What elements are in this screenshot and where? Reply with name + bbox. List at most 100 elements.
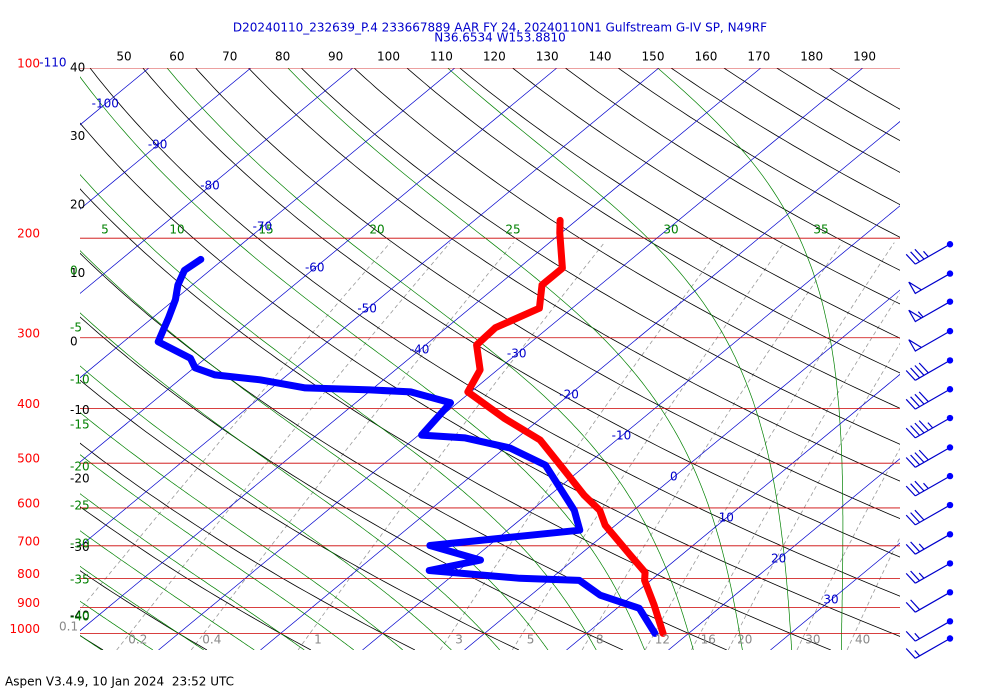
wind-barb [905,533,951,555]
wind-dot [946,635,954,642]
isotherm [566,373,900,650]
dry-adiabat-label: 60 [169,50,184,64]
moist-adiabat [80,76,645,650]
moist-adiabat [80,174,597,650]
pressure-label: 300 [17,326,40,340]
isotherm [464,289,900,650]
dry-adiabat-label: 170 [747,50,770,64]
dry-adiabat [80,316,624,650]
moist-adiabat-label: -20 [70,460,90,474]
dry-adiabat-label: 120 [483,50,506,64]
wind-dot [946,531,954,538]
isotherm [158,68,863,650]
moist-adiabat-label: 20 [369,223,384,237]
dry-adiabat [301,68,900,445]
moist-adiabat [80,530,255,650]
mixing-ratio-label: 5 [527,633,535,647]
moist-adiabat [166,68,694,650]
moist-adiabat [447,68,793,650]
wind-dot [946,472,954,480]
dry-adiabat [829,68,900,110]
dry-adiabat [723,68,900,173]
dry-adiabat [80,188,831,650]
wind-barb [905,562,951,584]
isotherm-label: -20 [559,388,579,402]
dry-adiabat [80,506,312,650]
moist-adiabat [80,600,154,650]
isotherm [0,68,47,650]
wind-dot [946,270,954,277]
wind-barb [908,330,951,352]
wind-barb [905,243,951,265]
wind-barb [905,475,951,497]
pressure-label: 500 [17,452,40,466]
isotherm-label: -90 [148,138,168,152]
mixing-ratio-line [439,242,725,650]
moist-adiabat [80,454,355,650]
wind-dot [946,560,954,567]
wind-dot [946,444,954,451]
dry-adiabat-label: 40 [70,61,85,75]
mixing-ratio-label: 0.1 [59,620,78,634]
mixing-ratio-line [581,242,843,650]
wind-barb [905,620,951,642]
moist-adiabat-label: -25 [70,499,90,513]
dry-adiabat-label: -30 [70,540,90,554]
wind-barb [905,504,951,526]
wind-dot [946,357,954,364]
wind-dot [946,327,954,335]
dry-adiabat [80,570,208,650]
dry-adiabat [80,635,104,650]
chart-title: D20240110_232639_P.4 233667889 AAR FY 24… [233,21,767,35]
isotherm [668,458,900,650]
dry-adiabat-label: 30 [70,129,85,143]
dry-adiabat [459,68,900,339]
dry-adiabat-label: 140 [589,50,612,64]
dry-adiabat [617,68,900,238]
dry-adiabat [80,122,900,637]
moist-adiabat [287,68,743,650]
chart-subtitle: N36.6534 W153.8810 [434,31,566,45]
dry-adiabat-label: -20 [70,472,90,486]
isotherm [80,68,761,632]
dry-adiabat-label: 110 [430,50,453,64]
sounding-line [464,216,667,637]
dry-adiabat-label: 0 [70,335,78,349]
isotherm [80,68,150,126]
isotherm-label: -50 [357,302,377,316]
pressure-label: 100 [17,57,40,71]
wind-barb [905,388,951,410]
dry-adiabat-label: 180 [800,50,823,64]
moist-adiabat [80,250,549,650]
moist-adiabat-label: 0 [70,264,78,278]
mixing-ratio-line [727,342,900,650]
isotherm-label: -60 [305,261,325,275]
dry-adiabat-label: 80 [275,50,290,64]
mixing-ratio-line [644,242,895,650]
mixing-ratio-line [190,242,515,650]
moist-adiabat-label: 5 [101,223,109,237]
mixing-ratio-label: 0.4 [202,633,221,647]
mixing-ratio-label: 8 [596,633,604,647]
dry-adiabat-label: 70 [222,50,237,64]
dry-adiabat-label: 150 [642,50,665,64]
isotherm [362,205,900,650]
pressure-label: 400 [17,397,40,411]
pressure-label: 600 [17,496,40,510]
pressure-label: 900 [17,596,40,610]
pressure-label: 200 [17,227,40,241]
mixing-ratio-line [691,292,900,650]
isotherm [260,121,900,650]
moist-adiabat-label: -35 [70,573,90,587]
isotherm-label: -80 [200,179,220,193]
isotherm-label: -70 [253,220,273,234]
dry-adiabat [353,68,900,409]
isotherm-label: 10 [719,511,734,525]
wind-barb [905,359,951,381]
sounding [154,216,667,637]
isotherm [80,68,252,210]
dry-adiabat [670,68,900,206]
moist-adiabat [80,365,452,650]
moist-adiabat-label: 15 [258,223,273,237]
wind-dot [946,501,954,509]
